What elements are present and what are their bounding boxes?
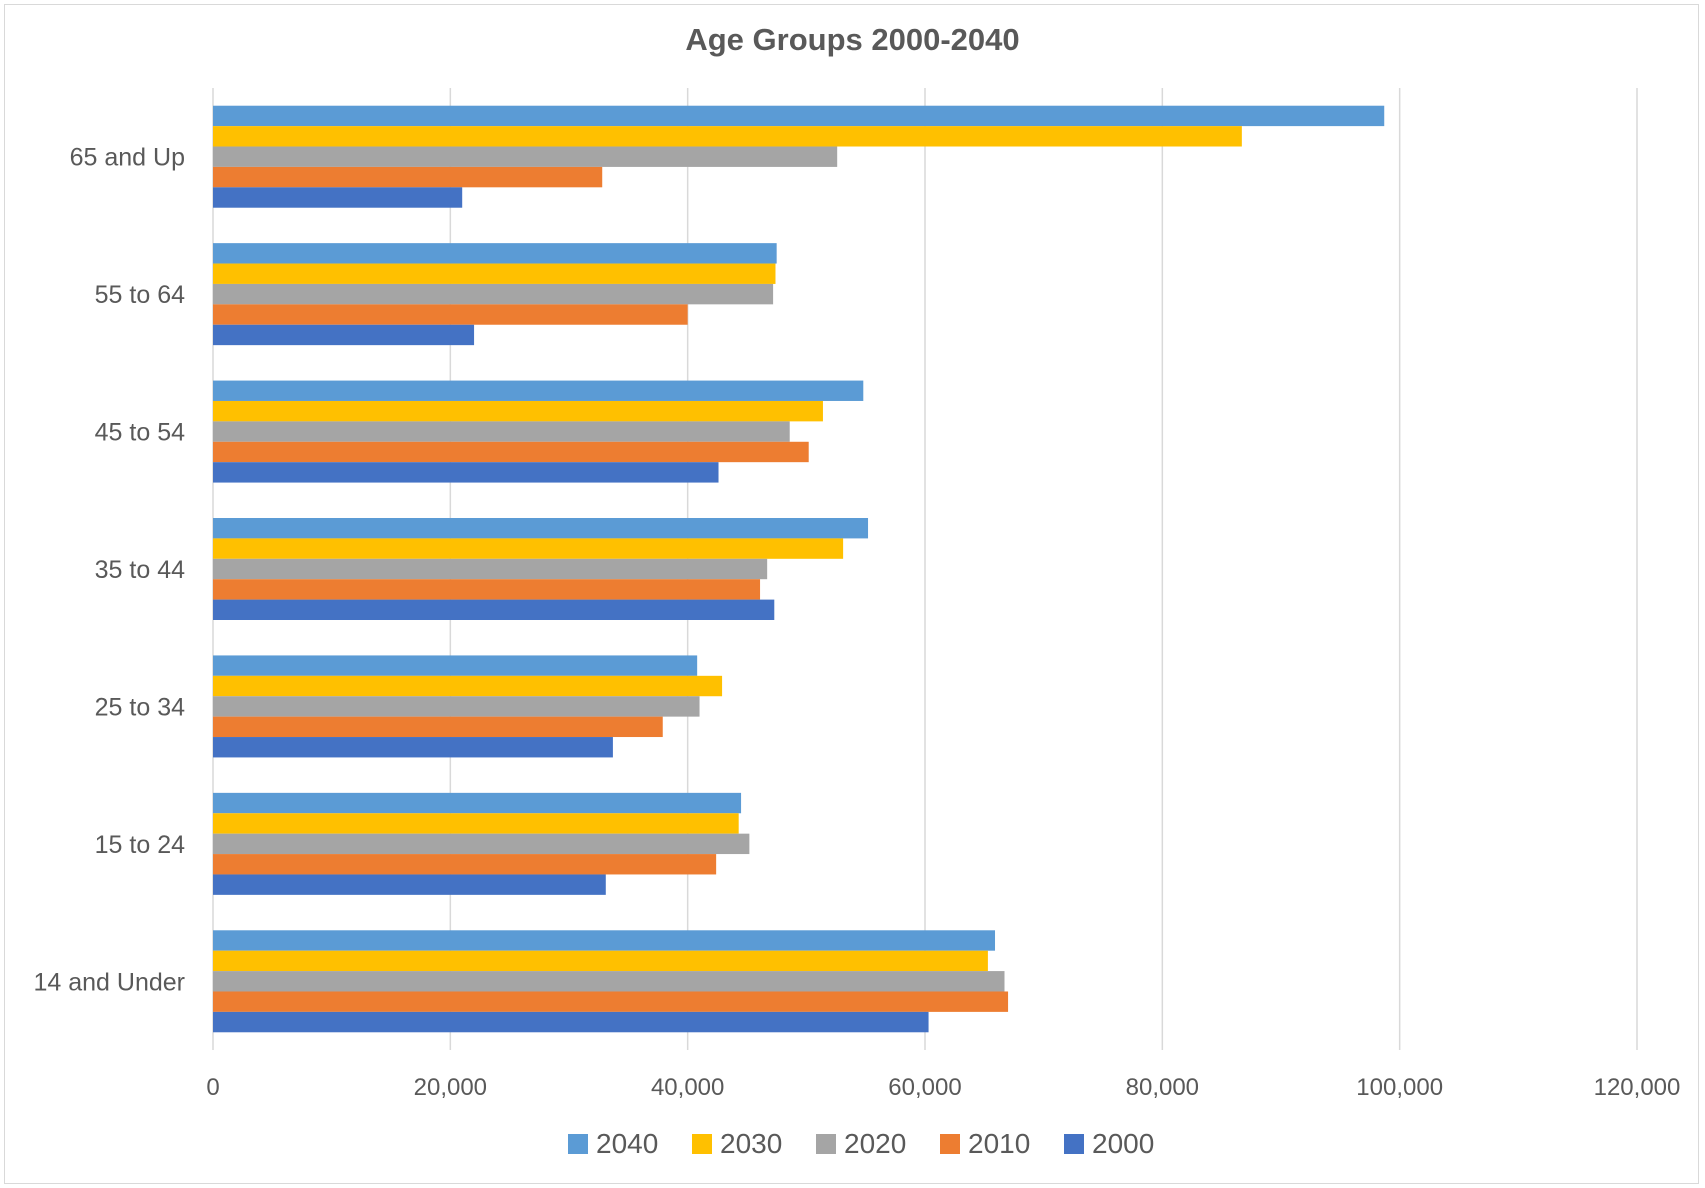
bar-2010	[213, 716, 663, 738]
bar-2040	[213, 243, 777, 264]
bar-2020	[213, 421, 790, 442]
bar-2030	[213, 950, 988, 972]
bar-2040	[213, 792, 742, 814]
bar-2020	[213, 146, 838, 167]
category-label: 14 and Under	[33, 968, 185, 996]
bar-2010	[213, 166, 603, 188]
category-label: 45 to 54	[95, 419, 185, 447]
category-label: 25 to 34	[95, 693, 185, 721]
bar-2040	[213, 518, 869, 539]
x-tick-label: 20,000	[414, 1074, 487, 1101]
bar-2010	[213, 579, 761, 600]
legend-label: 2030	[720, 1128, 782, 1159]
chart-title: Age Groups 2000-2040	[685, 22, 1020, 57]
bar-2030	[213, 263, 776, 284]
bar-2030	[213, 538, 844, 559]
x-tick-label: 100,000	[1356, 1074, 1443, 1101]
x-tick-label: 40,000	[651, 1074, 724, 1101]
bar-2010	[213, 441, 809, 463]
bar-2030	[213, 675, 723, 697]
bar-2020	[213, 558, 768, 580]
bar-2000	[213, 187, 463, 208]
bar-2040	[213, 380, 864, 401]
x-tick-label: 60,000	[888, 1074, 961, 1101]
x-tick-label: 120,000	[1594, 1074, 1681, 1101]
bar-2000	[213, 737, 613, 758]
x-axis-tick-labels: 0 20,000 40,000 60,000 80,000 100,000 120,000	[206, 1074, 1680, 1101]
bar-2030	[213, 126, 1242, 147]
legend-label: 2010	[968, 1128, 1030, 1159]
category-label: 65 and Up	[70, 144, 185, 172]
x-tick-label: 80,000	[1126, 1074, 1199, 1101]
legend-swatch-2000	[1064, 1134, 1084, 1154]
bar-2020	[213, 971, 1005, 992]
bar-2020	[213, 696, 700, 717]
legend-label: 2040	[596, 1128, 658, 1159]
legend-label: 2000	[1092, 1128, 1154, 1159]
bar-2030	[213, 813, 739, 834]
bar-2040	[213, 930, 996, 951]
legend-label: 2020	[844, 1128, 906, 1159]
bar-2040	[213, 105, 1385, 127]
bar-2000	[213, 324, 475, 346]
bar-2010	[213, 304, 688, 325]
bar-2010	[213, 991, 1009, 1012]
legend-swatch-2030	[692, 1134, 712, 1154]
category-label: 55 to 64	[95, 281, 185, 309]
bar-2000	[213, 462, 719, 483]
legend-swatch-2010	[940, 1134, 960, 1154]
bar-2000	[213, 599, 775, 620]
bar-2030	[213, 400, 823, 422]
bar-2000	[213, 1011, 929, 1033]
legend-swatch-2020	[816, 1134, 836, 1154]
bar-2040	[213, 655, 698, 676]
x-tick-label: 0	[206, 1074, 219, 1101]
bar-2000	[213, 874, 606, 895]
legend-swatch-2040	[568, 1134, 588, 1154]
category-label: 35 to 44	[95, 556, 185, 584]
category-labels: 65 and Up 55 to 64 45 to 54 35 to 44 25 to 3…	[33, 144, 185, 997]
bars	[213, 105, 1385, 1033]
bar-2020	[213, 833, 750, 855]
bar-2010	[213, 854, 717, 875]
bar-2020	[213, 283, 774, 305]
legend: 2040 2030 2020 2010 2000	[568, 1128, 1154, 1159]
category-label: 15 to 24	[95, 831, 185, 859]
